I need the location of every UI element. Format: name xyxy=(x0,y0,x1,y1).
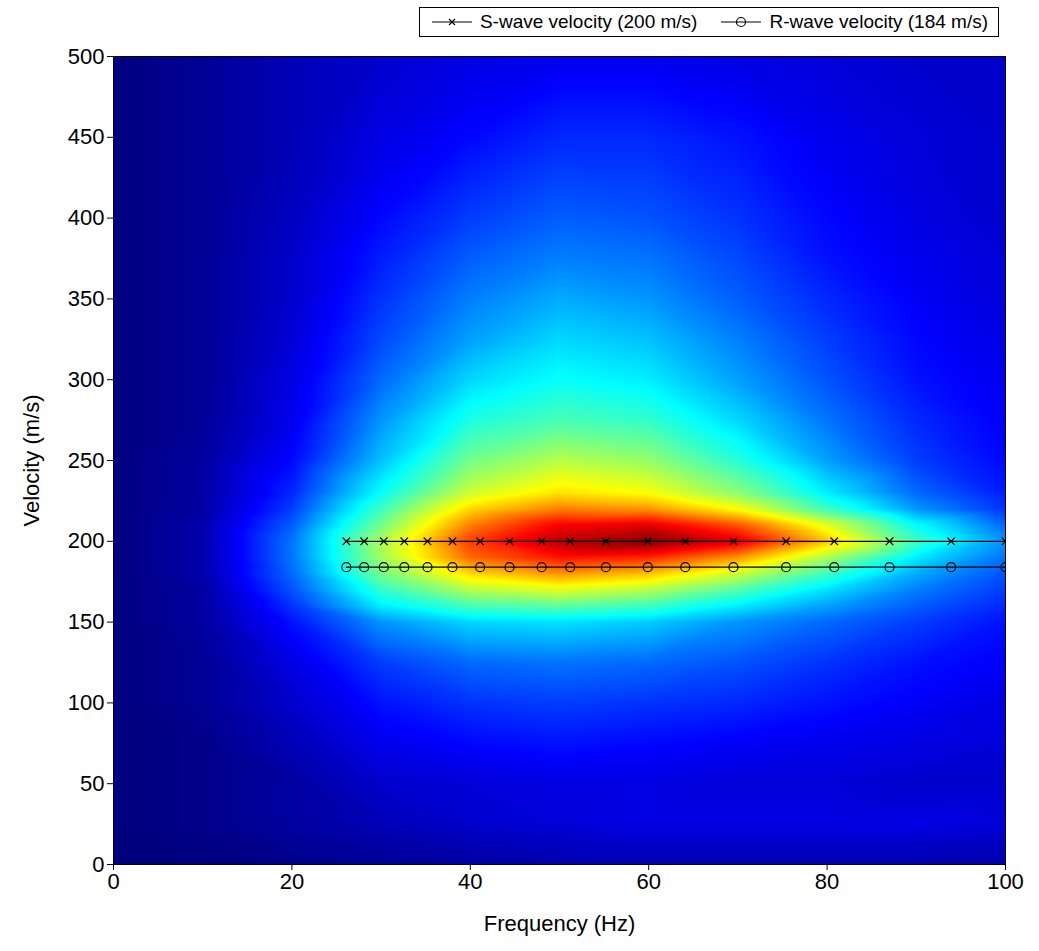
svg-text:20: 20 xyxy=(280,869,304,894)
svg-text:200: 200 xyxy=(68,528,105,553)
svg-text:0: 0 xyxy=(92,852,104,877)
html-text:R-wave velocity (184 m/s): R-wave velocity (184 m/s) xyxy=(769,11,988,32)
svg-text:500: 500 xyxy=(68,44,105,69)
svg-text:400: 400 xyxy=(68,205,105,230)
svg-text:40: 40 xyxy=(458,869,482,894)
svg-text:350: 350 xyxy=(68,286,105,311)
svg-text:Velocity (m/s): Velocity (m/s) xyxy=(19,394,44,526)
svg-text:80: 80 xyxy=(815,869,839,894)
svg-text:100: 100 xyxy=(987,869,1024,894)
svg-text:Frequency (Hz): Frequency (Hz) xyxy=(484,911,636,936)
svg-text:300: 300 xyxy=(68,367,105,392)
html-text:S-wave velocity (200 m/s): S-wave velocity (200 m/s) xyxy=(479,11,698,32)
svg-text:250: 250 xyxy=(68,448,105,473)
svg-text:50: 50 xyxy=(80,771,104,796)
svg-text:150: 150 xyxy=(68,609,105,634)
svg-text:60: 60 xyxy=(636,869,660,894)
svg-text:100: 100 xyxy=(68,690,105,715)
svg-text:450: 450 xyxy=(68,124,105,149)
svg-text:0: 0 xyxy=(107,869,119,894)
